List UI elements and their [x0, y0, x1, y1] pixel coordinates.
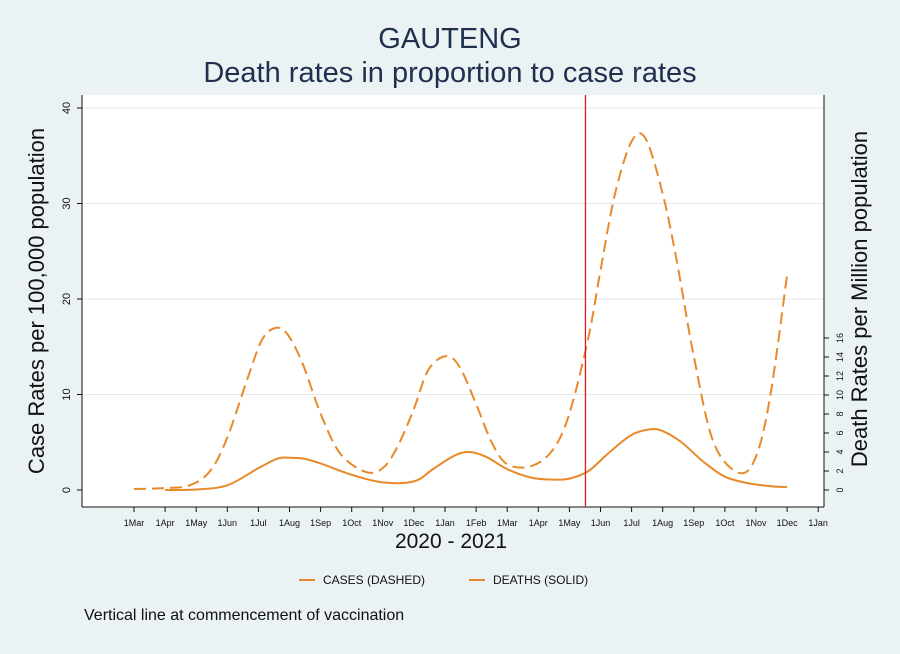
- legend-item-cases: CASES (DASHED): [299, 573, 425, 587]
- legend-swatch-cases: [299, 579, 315, 581]
- y2-tick-label: 4: [835, 449, 845, 454]
- y2-tick-label: 8: [835, 411, 845, 416]
- series-line-deaths: [165, 427, 788, 492]
- y2-tick-label: 12: [835, 371, 845, 381]
- y-tick-label: 40: [61, 102, 73, 114]
- x-tick-label: 1Jun: [218, 518, 238, 528]
- x-tick-label: 1Aug: [279, 518, 300, 528]
- x-tick-label: 1Sep: [683, 518, 704, 528]
- x-tick-label: 1Aug: [652, 518, 673, 528]
- y-axis-title: Case Rates per 100,000 population: [24, 128, 49, 474]
- y-tick-label: 10: [61, 388, 73, 400]
- x-tick-label: 1Oct: [715, 518, 735, 528]
- y2-tick-label: 16: [835, 333, 845, 343]
- footnote: Vertical line at commencement of vaccina…: [84, 607, 405, 624]
- x-tick-label: 1Dec: [403, 518, 425, 528]
- y2-tick-label: 10: [835, 390, 845, 400]
- x-tick-label: 1Oct: [342, 518, 362, 528]
- legend-swatch-deaths: [469, 579, 485, 581]
- x-tick-label: 1May: [185, 518, 208, 528]
- chart-title-block: GAUTENG Death rates in proportion to cas…: [0, 22, 900, 90]
- y2-tick-label: 14: [835, 352, 845, 362]
- x-tick-label: 1Jul: [250, 518, 267, 528]
- x-tick-label: 1Sep: [310, 518, 331, 528]
- x-axis-title: 2020 - 2021: [395, 530, 507, 553]
- x-tick-label: 1Dec: [777, 518, 799, 528]
- x-tick-label: 1Jan: [435, 518, 455, 528]
- chart-subtitle: Death rates in proportion to case rates: [203, 57, 697, 89]
- chart-title: GAUTENG: [378, 23, 522, 55]
- x-tick-label: 1Jun: [591, 518, 611, 528]
- y2-tick-label: 2: [835, 468, 845, 473]
- y-tick-label: 20: [61, 293, 73, 305]
- y2-tick-label: 0: [835, 487, 845, 492]
- x-tick-label: 1Apr: [529, 518, 548, 528]
- legend-label-cases: CASES (DASHED): [323, 573, 426, 587]
- x-tick-label: 1Jul: [623, 518, 640, 528]
- x-tick-label: 1Mar: [124, 518, 145, 528]
- x-tick-label: 1Feb: [466, 518, 487, 528]
- y2-axis-title: Death Rates per Million population: [847, 131, 872, 467]
- x-tick-label: 1May: [558, 518, 581, 528]
- x-tick-label: 1Mar: [497, 518, 518, 528]
- x-tick-label: 1Apr: [156, 518, 175, 528]
- axis-layer: [81, 95, 825, 508]
- legend-label-deaths: DEATHS (SOLID): [493, 573, 589, 587]
- plot-area: [82, 95, 824, 507]
- tick-layer: 0 10 20 30 40 0 2 4 6 8 10 12 14 16 1Mar 1Apr 1May 1Jun 1J…: [61, 102, 845, 528]
- y2-tick-label: 6: [835, 430, 845, 435]
- x-tick-label: 1Nov: [372, 518, 394, 528]
- y-tick-label: 30: [61, 197, 73, 209]
- y-tick-label: 0: [61, 487, 73, 493]
- x-tick-label: 1Nov: [745, 518, 767, 528]
- legend-item-deaths: DEATHS (SOLID): [469, 573, 588, 587]
- series-layer: [133, 132, 789, 492]
- x-tick-label: 1Jan: [808, 518, 828, 528]
